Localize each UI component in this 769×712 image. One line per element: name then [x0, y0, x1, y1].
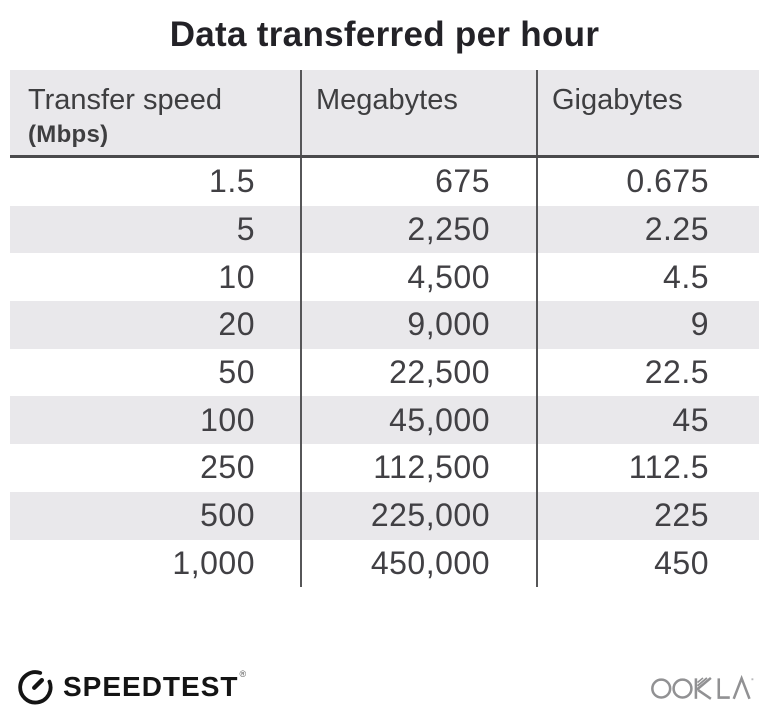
registered-trademark-symbol: ® — [239, 669, 248, 679]
table-row: 100 45,000 45 — [10, 396, 759, 445]
table-row: 5 2,250 2.25 — [10, 205, 759, 254]
table-cell: 0.675 — [626, 163, 709, 200]
table-cell: 250 — [10, 444, 302, 492]
column-header-transfer-speed-label: Transfer speed — [28, 84, 222, 116]
column-header-transfer-speed-unit: (Mbps) — [28, 121, 109, 148]
table-header-row: Transfer speed (Mbps) Megabytes Gigabyte… — [10, 70, 759, 158]
page-title: Data transferred per hour — [169, 15, 600, 54]
table-row: 500 225,000 225 — [10, 491, 759, 540]
table-cell: 10 — [10, 253, 302, 302]
footer: SPEEDTEST® — [16, 664, 755, 710]
table-cell: 2,250 — [302, 205, 538, 254]
table-cell: 225,000 — [302, 491, 538, 540]
table-cell: 450 — [654, 544, 709, 581]
table-cell: 9,000 — [302, 301, 538, 349]
table-cell: 50 — [10, 348, 302, 397]
table-row: 1,000 450,000 450 — [10, 539, 759, 588]
table-cell: 22,500 — [302, 348, 538, 397]
table-cell: 450,000 — [302, 539, 538, 588]
table-cell: 5 — [10, 205, 302, 254]
table-cell: 4,500 — [302, 253, 538, 302]
data-table: Transfer speed (Mbps) Megabytes Gigabyte… — [10, 70, 759, 588]
column-header-gigabytes: Gigabytes — [552, 84, 683, 116]
table-cell: 500 — [10, 491, 302, 540]
table-cell: 20 — [10, 301, 302, 349]
table-cell: 9 — [690, 306, 709, 343]
table-cell: 100 — [10, 396, 302, 445]
table-cell: 1,000 — [10, 539, 302, 588]
table-row: 1.5 675 0.675 — [10, 158, 759, 206]
table-cell: 112,500 — [302, 444, 538, 492]
table-cell: 225 — [654, 497, 709, 534]
table-cell: 2.25 — [644, 211, 709, 248]
table-body: 1.5 675 0.675 5 2,250 2.25 10 4,500 4.5 20 9,000 9 5… — [10, 158, 759, 588]
table-cell: 1.5 — [10, 158, 302, 206]
speedtest-logo: SPEEDTEST® — [16, 668, 246, 706]
infographic-page: Data transferred per hour Transfer speed… — [0, 14, 769, 712]
table-row: 10 4,500 4.5 — [10, 253, 759, 302]
speedtest-wordmark: SPEEDTEST® — [63, 669, 248, 702]
table-cell: 112.5 — [628, 449, 709, 486]
table-cell: 675 — [302, 158, 538, 206]
table-row: 20 9,000 9 — [10, 301, 759, 349]
table-cell: 22.5 — [644, 354, 709, 391]
gauge-icon — [18, 670, 53, 705]
table-row: 250 112,500 112.5 — [10, 444, 759, 492]
column-header-transfer-speed: Transfer speed (Mbps) — [10, 70, 302, 155]
table-cell: 4.5 — [663, 258, 709, 295]
table-cell: 45,000 — [302, 396, 538, 445]
column-header-megabytes: Megabytes — [302, 70, 538, 155]
table-row: 50 22,500 22.5 — [10, 348, 759, 397]
table-cell: 45 — [672, 401, 709, 438]
